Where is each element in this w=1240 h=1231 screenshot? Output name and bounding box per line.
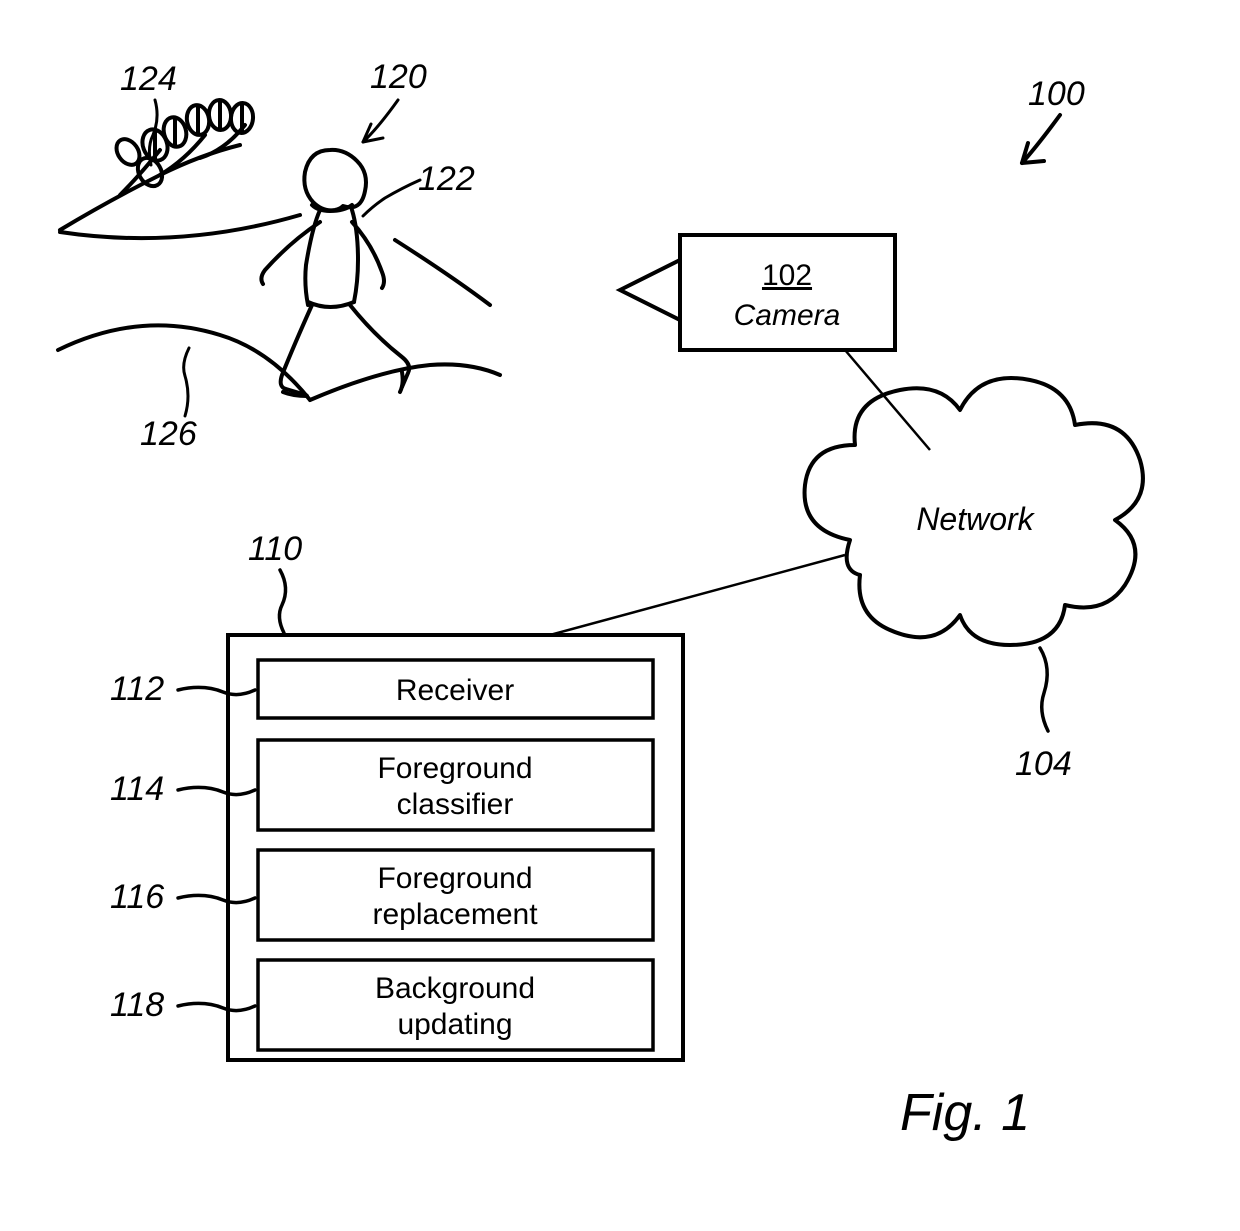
- ref-104-lead: [1040, 648, 1048, 731]
- ref-112-lead: [178, 687, 255, 694]
- ref-104: 104: [1015, 745, 1072, 783]
- ref-122: 122: [418, 160, 475, 198]
- ref-126: 126: [140, 415, 197, 453]
- module-fg-replacement-l1: Foreground: [377, 862, 532, 895]
- module-fg-classifier-l2: classifier: [397, 788, 514, 821]
- hill-line-2: [395, 240, 490, 305]
- camera-box: [680, 235, 895, 350]
- ref-100-arrow: [1022, 115, 1060, 163]
- ref-124: 124: [120, 60, 177, 98]
- ref-118: 118: [110, 986, 164, 1024]
- ref-116-lead: [178, 895, 255, 902]
- network-cloud: Network: [805, 378, 1143, 645]
- network-label: Network: [916, 501, 1035, 537]
- ref-120: 120: [370, 58, 427, 96]
- camera-block: 102 Camera: [620, 235, 895, 350]
- module-block: Receiver Foreground classifier Foregroun…: [228, 635, 683, 1060]
- module-bg-updating-l1: Background: [375, 972, 535, 1005]
- module-bg-updating-l2: updating: [397, 1008, 512, 1041]
- ref-118-lead: [178, 1003, 255, 1010]
- ref-112: 112: [110, 670, 164, 708]
- camera-lens-icon: [620, 260, 680, 320]
- module-fg-classifier-l1: Foreground: [377, 752, 532, 785]
- ref-114: 114: [110, 770, 164, 808]
- scene-illustration: [58, 99, 500, 400]
- figure-caption: Fig. 1: [900, 1084, 1030, 1142]
- link-network-module: [550, 555, 845, 635]
- link-camera-network: [845, 350, 930, 450]
- module-fg-replacement-l2: replacement: [372, 898, 538, 931]
- camera-id: 102: [762, 259, 812, 292]
- ref-100: 100: [1028, 75, 1085, 113]
- ref-116: 116: [110, 878, 164, 916]
- camera-label: Camera: [734, 299, 841, 332]
- person-icon: [261, 150, 409, 396]
- module-receiver-label: Receiver: [396, 674, 514, 707]
- ref-114-lead: [178, 787, 255, 794]
- ref-110-lead: [279, 570, 285, 633]
- hill-line-1: [60, 215, 300, 238]
- ref-110: 110: [248, 530, 302, 568]
